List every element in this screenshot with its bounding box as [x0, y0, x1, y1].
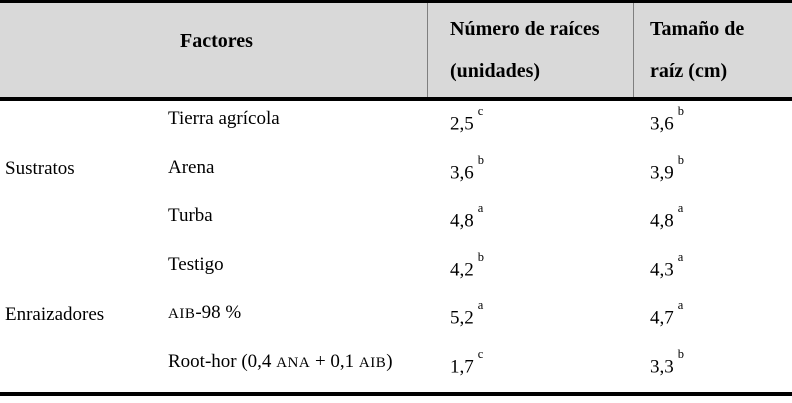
significance-letter: c — [477, 104, 484, 118]
factor-name: Root-hor (0,4 ANA + 0,1 AIB) — [168, 350, 393, 372]
header-tamano-raiz-line2: raíz (cm) — [650, 60, 728, 82]
significance-letter: a — [677, 298, 684, 312]
header-tamano-raiz-line1: Tamaño de — [650, 18, 745, 40]
header-tamano-raiz: Tamaño de raíz (cm) — [648, 3, 792, 97]
num-raices-value: 1,7c — [450, 346, 484, 377]
tamano-raiz-value: 4,3a — [650, 249, 684, 280]
significance-letter: b — [677, 104, 684, 118]
factor-name: Turba — [168, 205, 213, 226]
factor-name: AIB-98 % — [168, 302, 242, 323]
significance-letter: b — [477, 249, 484, 264]
tamano-raiz-value: 4,7a — [650, 298, 684, 329]
table-header-row: Factores Número de raíces (unidades) Tam… — [0, 3, 792, 97]
num-raices-value: 3,6b — [450, 152, 484, 183]
header-numero-raices: Número de raíces (unidades) — [448, 3, 648, 97]
significance-letter: b — [477, 152, 484, 167]
table-body: Sustratos Tierra agrícola 2,5c 3,6b Arena 3,6… — [0, 101, 792, 392]
header-numero-raices-line1: Número de raíces — [450, 18, 600, 40]
smallcaps-abbrev: ANA — [276, 354, 311, 371]
factor-name: Tierra agrícola — [168, 108, 280, 129]
smallcaps-abbrev: AIB — [168, 306, 196, 322]
significance-letter: c — [477, 346, 484, 361]
significance-letter: a — [477, 201, 484, 215]
tamano-raiz-value: 4,8a — [650, 201, 684, 232]
factor-name: Testigo — [168, 253, 224, 275]
tamano-raiz-value: 3,6b — [650, 104, 684, 135]
header-separator-rule — [0, 97, 792, 101]
num-raices-value: 2,5c — [450, 104, 484, 135]
factor-name: Arena — [168, 156, 215, 178]
table-top-rule — [0, 0, 792, 3]
significance-letter: b — [677, 346, 684, 361]
significance-letter: a — [677, 201, 684, 215]
significance-letter: a — [677, 249, 684, 264]
significance-letter: a — [477, 298, 484, 312]
group-label: Sustratos — [5, 158, 75, 180]
header-factores: Factores — [180, 29, 253, 52]
header-column-divider — [633, 3, 634, 97]
tamano-raiz-value: 3,9b — [650, 152, 684, 183]
significance-letter: b — [677, 152, 684, 167]
header-column-divider — [427, 3, 428, 97]
tamano-raiz-value: 3,3b — [650, 346, 684, 377]
header-empty-cell — [0, 3, 165, 97]
num-raices-value: 4,8a — [450, 201, 484, 232]
num-raices-value: 5,2a — [450, 298, 484, 329]
num-raices-value: 4,2b — [450, 249, 484, 280]
table-bottom-rule — [0, 392, 792, 396]
smallcaps-abbrev: AIB — [358, 354, 387, 371]
header-numero-raices-line2: (unidades) — [450, 60, 541, 82]
group-label: Enraizadores — [5, 303, 105, 325]
